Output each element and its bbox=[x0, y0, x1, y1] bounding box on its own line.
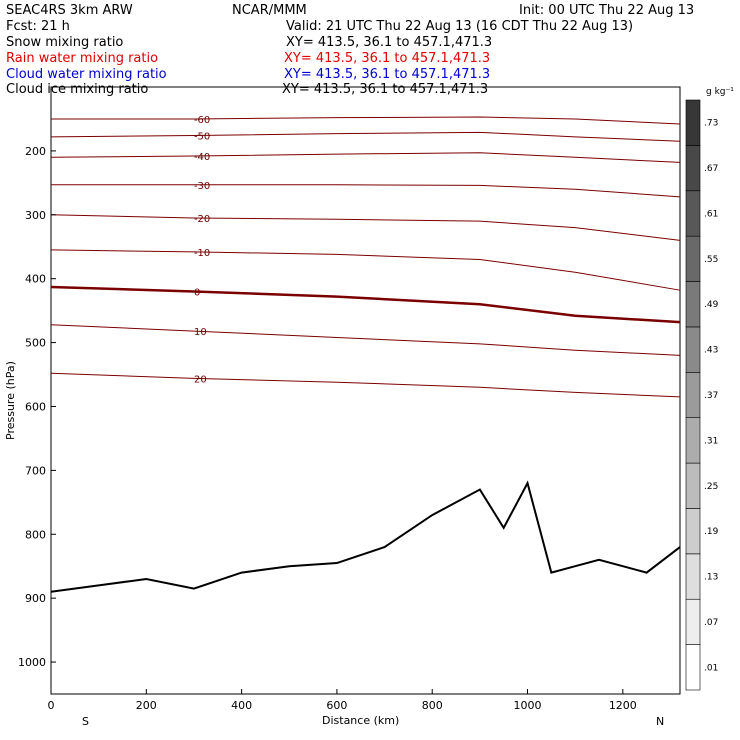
colorbar-swatch bbox=[685, 462, 701, 509]
colorbar-swatch bbox=[685, 644, 701, 691]
header-valid: Valid: 21 UTC Thu 22 Aug 13 (16 CDT Thu … bbox=[286, 19, 633, 34]
colorbar-label: .49 bbox=[704, 300, 719, 310]
legend-snow-label: Snow mixing ratio bbox=[6, 35, 123, 50]
x-tick-label: 600 bbox=[326, 699, 347, 712]
temperature-contour-m60 bbox=[51, 116, 681, 125]
x-tick-label: 400 bbox=[231, 699, 252, 712]
endpoint-left-label: S bbox=[82, 715, 89, 728]
legend-cloud-water-label: Cloud water mixing ratio bbox=[6, 67, 167, 82]
colorbar-swatch bbox=[685, 508, 701, 555]
colorbar-swatch bbox=[685, 417, 701, 464]
axes-layer: 0 200 400 600 800 1000 12002003004005006007008… bbox=[18, 145, 637, 712]
temperature-contour-m10 bbox=[50, 249, 681, 291]
legend-snow-xy: XY= 413.5, 36.1 to 457.1,471.3 bbox=[286, 35, 492, 50]
colorbar-swatch bbox=[685, 190, 701, 237]
x-tick-label: 1000 bbox=[514, 699, 542, 712]
plot-area bbox=[50, 86, 681, 695]
legend-cloud-ice-xy: XY= 413.5, 36.1 to 457.1,471.3 bbox=[282, 82, 488, 97]
colorbar-swatch bbox=[685, 372, 701, 418]
y-tick-label: 700 bbox=[25, 464, 46, 477]
colorbar-label: .61 bbox=[704, 209, 718, 219]
colorbar: .01 .07 .13 .19 .25 .31 .37 .43 .49 .55 .61 .67 .73 bbox=[685, 99, 719, 691]
x-tick-label: 200 bbox=[136, 699, 157, 712]
colorbar-label: .73 bbox=[704, 119, 718, 129]
colorbar-label: .37 bbox=[704, 391, 718, 401]
contour-label: -20 bbox=[194, 214, 210, 225]
colorbar-swatch bbox=[685, 145, 701, 192]
terrain-line bbox=[50, 480, 681, 593]
header-title-left: SEAC4RS 3km ARW bbox=[6, 3, 133, 18]
temperature-contour-m20 bbox=[50, 214, 681, 241]
colorbar-swatch bbox=[685, 235, 701, 282]
contour-label: 10 bbox=[194, 327, 207, 338]
colorbar-swatch bbox=[685, 553, 701, 600]
colorbar-label: .67 bbox=[704, 164, 718, 174]
colorbar-unit: g kg⁻¹ bbox=[706, 87, 734, 97]
legend-rain-label: Rain water mixing ratio bbox=[6, 51, 158, 66]
y-tick-label: 200 bbox=[25, 145, 46, 158]
colorbar-label: .25 bbox=[704, 482, 718, 492]
contour-label: -10 bbox=[194, 248, 210, 259]
y-axis-label: Pressure (hPa) bbox=[4, 361, 17, 440]
endpoint-right-label: N bbox=[656, 715, 664, 728]
legend-rain-xy: XY= 413.5, 36.1 to 457.1,471.3 bbox=[284, 51, 490, 66]
x-axis-label: Distance (km) bbox=[322, 714, 399, 727]
legend-cloud-water-xy: XY= 413.5, 36.1 to 457.1,471.3 bbox=[284, 67, 490, 82]
colorbar-label: .01 bbox=[704, 663, 718, 673]
contour-label: -60 bbox=[194, 115, 210, 126]
header-title-center: NCAR/MMM bbox=[232, 3, 307, 18]
contour-label: 0 bbox=[194, 287, 200, 298]
temperature-contour-m40 bbox=[50, 152, 681, 163]
y-tick-label: 800 bbox=[25, 528, 46, 541]
contour-label: 20 bbox=[194, 374, 207, 385]
colorbar-label: .31 bbox=[704, 436, 718, 446]
y-tick-label: 600 bbox=[25, 400, 46, 413]
y-tick-label: 300 bbox=[25, 209, 46, 222]
colorbar-label: .13 bbox=[704, 573, 718, 583]
header-init: Init: 00 UTC Thu 22 Aug 13 bbox=[519, 3, 694, 18]
legend-cloud-ice-label: Cloud ice mixing ratio bbox=[6, 82, 148, 97]
contour-label: -50 bbox=[194, 132, 210, 143]
temperature-contour-10 bbox=[50, 324, 681, 356]
y-tick-label: 1000 bbox=[18, 656, 46, 669]
colorbar-label: .43 bbox=[704, 346, 718, 356]
colorbar-swatch bbox=[685, 598, 701, 645]
colorbar-label: .07 bbox=[704, 618, 718, 628]
colorbar-swatch bbox=[685, 99, 701, 146]
header-fcst: Fcst: 21 h bbox=[6, 19, 70, 34]
plot-layer: -60 -50 -40 -30 -20 -10 0 10 20 bbox=[50, 115, 681, 593]
temperature-contour-m30 bbox=[51, 184, 681, 198]
y-tick-label: 500 bbox=[25, 337, 46, 350]
x-tick-label: 0 bbox=[48, 699, 55, 712]
y-tick-label: 900 bbox=[25, 592, 46, 605]
x-tick-label: 800 bbox=[422, 699, 443, 712]
x-tick-label: 1200 bbox=[609, 699, 637, 712]
temperature-contour-0 bbox=[50, 285, 681, 324]
temperature-contour-20 bbox=[50, 372, 681, 398]
colorbar-label: .55 bbox=[704, 255, 718, 265]
contour-label: -40 bbox=[194, 152, 210, 163]
colorbar-swatch bbox=[685, 326, 701, 373]
contour-label: -30 bbox=[194, 181, 210, 192]
colorbar-label: .19 bbox=[704, 527, 719, 537]
y-tick-label: 400 bbox=[25, 273, 46, 286]
colorbar-swatch bbox=[685, 281, 701, 328]
temperature-contour-m50 bbox=[50, 131, 681, 142]
